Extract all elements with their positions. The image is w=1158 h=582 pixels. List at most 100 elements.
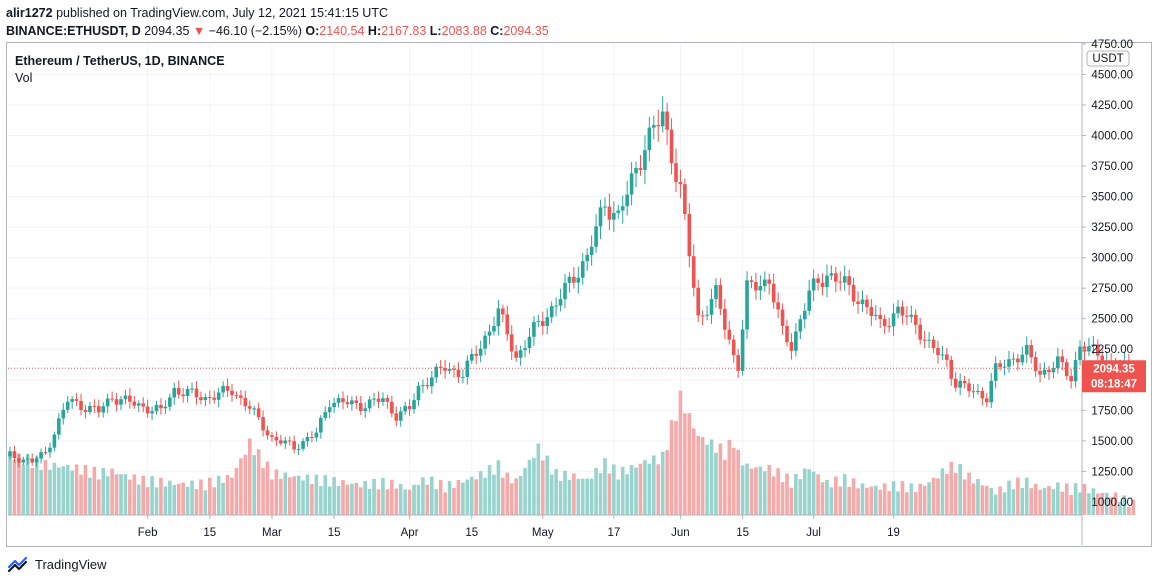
volume-bar [580, 478, 585, 515]
candle-body [1087, 346, 1091, 352]
candle-body [918, 324, 922, 340]
chart-legend: Ethereum / TetherUS, 1D, BINANCE Vol [15, 53, 225, 87]
candle-body [150, 411, 154, 414]
volume-bar [532, 457, 536, 515]
candle-body [48, 447, 52, 453]
tradingview-logo-icon[interactable] [8, 556, 30, 572]
candle-body [1016, 358, 1020, 363]
price-tick-label: 2750.00 [1091, 283, 1133, 295]
volume-bar [798, 479, 803, 515]
candle-body [363, 408, 367, 412]
volume-bar [678, 390, 683, 515]
candle-body [25, 458, 30, 460]
volume-bar [354, 482, 359, 515]
volume-bar [70, 470, 74, 515]
volume-bar [483, 477, 487, 515]
volume-bar [1029, 488, 1033, 515]
volume-bar [541, 460, 545, 515]
publish-line: alir1272 published on TradingView.com, J… [6, 4, 1146, 22]
series-title[interactable]: Ethereum / TetherUS, 1D, BINANCE [15, 54, 225, 68]
candle-body [771, 283, 776, 303]
candle-body [1100, 355, 1105, 364]
currency-badge [1086, 50, 1130, 67]
candle-body [101, 406, 106, 413]
candle-body [958, 380, 962, 388]
volume-bar [789, 487, 794, 515]
volume-bar [43, 460, 48, 515]
candle-body [65, 401, 70, 410]
volume-bar [465, 479, 470, 515]
volume-bar [771, 476, 776, 515]
candle-body [279, 440, 283, 444]
volume-bar [385, 489, 390, 515]
candle-body [811, 278, 816, 291]
volume-bar [492, 474, 496, 515]
candle-body [305, 437, 310, 442]
volume-bar [461, 482, 465, 515]
close-value: 2094.35 [503, 24, 549, 38]
volume-bar [598, 473, 603, 515]
time-tick-label: Mar [262, 527, 282, 539]
candle-body [718, 285, 723, 309]
volume-bar [620, 466, 625, 515]
volume-bar [665, 450, 669, 515]
candle-body [310, 437, 314, 439]
candle-body [261, 417, 265, 431]
volume-bar [496, 460, 501, 515]
candle-body [687, 213, 692, 257]
candle-body [319, 417, 323, 433]
candle-body [922, 339, 927, 341]
candle-body [940, 354, 945, 356]
volume-bar [585, 478, 589, 515]
volume-bar [652, 455, 656, 515]
down-arrow-icon: ▼ [192, 24, 206, 38]
volume-bar [714, 452, 718, 515]
candle-body [8, 451, 12, 457]
candle-body [709, 299, 714, 315]
volume-bar [754, 467, 758, 515]
candle-body [83, 409, 88, 412]
volume-bar [279, 478, 283, 515]
candle-body [913, 314, 918, 325]
chart-frame[interactable] [6, 42, 1152, 547]
volume-bar [802, 468, 807, 515]
brand-name[interactable]: TradingView [35, 556, 107, 572]
candle-body [154, 404, 159, 412]
candle-body [696, 287, 700, 316]
time-tick-label: 15 [465, 527, 478, 539]
volume-bar [12, 459, 17, 515]
volume-bar [154, 487, 159, 515]
candle-body [842, 276, 847, 283]
high-label: H: [367, 24, 382, 38]
candle-body [181, 394, 185, 397]
username[interactable]: alir1272 [6, 6, 53, 20]
candle-body [976, 390, 980, 392]
candle-body [1060, 356, 1065, 363]
candle-body [1042, 369, 1047, 375]
volume-bar [683, 413, 687, 515]
candle-body [350, 400, 354, 405]
candle-body [887, 326, 891, 328]
volume-indicator-label[interactable]: Vol [15, 71, 33, 85]
candle-body [616, 210, 621, 213]
volume-bar [985, 485, 989, 515]
candle-body [345, 402, 350, 405]
candle-body [216, 392, 221, 400]
candle-body [79, 400, 83, 410]
volume-bar [225, 474, 230, 515]
candle-body [700, 315, 705, 317]
volume-bar [478, 471, 483, 515]
volume-bar [452, 487, 456, 515]
volume-bar [927, 482, 931, 515]
volume-bar [194, 489, 199, 515]
candle-body [634, 168, 638, 174]
volume-bar [296, 475, 301, 515]
candle-body [1064, 362, 1069, 377]
candle-body [1078, 346, 1082, 361]
candle-body [425, 385, 430, 387]
candle-body [851, 284, 856, 302]
time-tick-label: 15 [328, 527, 341, 539]
candle-body [554, 305, 558, 307]
volume-bar [168, 480, 172, 515]
